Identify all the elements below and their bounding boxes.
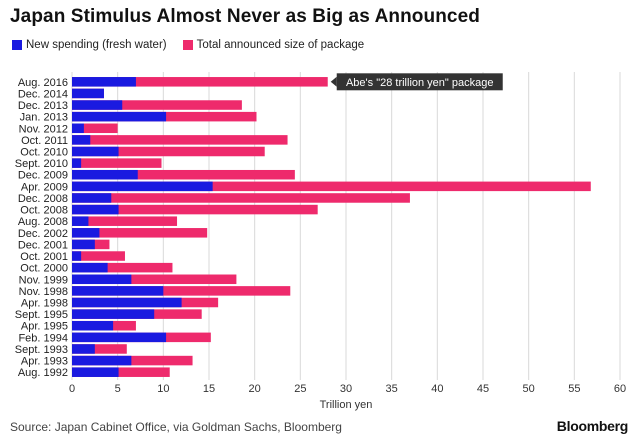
- bar-total: [72, 216, 178, 226]
- bar-total: [72, 274, 237, 285]
- y-tick-label: Sept. 1995: [15, 309, 68, 321]
- x-tick-label: 10: [157, 383, 169, 395]
- bar-new-spending: [72, 146, 119, 157]
- bar-total: [72, 135, 288, 145]
- y-tick-label: Apr. 2009: [21, 181, 68, 193]
- y-tick-label: Oct. 2010: [20, 147, 68, 159]
- x-tick-label: 40: [431, 383, 443, 395]
- x-tick-label: 60: [614, 383, 626, 395]
- bar-total: [72, 204, 318, 215]
- y-tick-label: Oct. 2011: [21, 135, 68, 147]
- bar-new-spending: [72, 367, 119, 377]
- x-tick-label: 25: [294, 383, 306, 395]
- bar-new-spending: [72, 344, 95, 354]
- legend-item-total: Total announced size of package: [182, 39, 365, 51]
- y-tick-label: Dec. 2009: [18, 170, 68, 182]
- x-tick-label: 20: [249, 383, 261, 395]
- x-axis-label: Trillion yen: [320, 399, 373, 411]
- x-tick-label: 0: [69, 383, 75, 395]
- y-tick-label: Oct. 2000: [20, 263, 68, 275]
- y-tick-label: Sept. 1993: [15, 344, 68, 356]
- bar-total: [72, 123, 118, 134]
- bar-new-spending: [72, 355, 132, 366]
- bar-total: [72, 355, 193, 366]
- x-tick-label: 45: [477, 383, 489, 395]
- bar-total: [72, 367, 170, 377]
- bar-new-spending: [72, 123, 84, 134]
- bar-new-spending: [72, 135, 91, 145]
- bar-new-spending: [72, 88, 104, 99]
- x-tick-label: 30: [340, 383, 352, 395]
- chart-title: Japan Stimulus Almost Never as Big as An…: [10, 6, 480, 27]
- bar-new-spending: [72, 169, 138, 180]
- callout-pointer: [330, 76, 337, 87]
- y-tick-label: Jan. 2013: [20, 112, 68, 124]
- callout-box: [336, 73, 503, 91]
- legend: New spending (fresh water) Total announc…: [12, 39, 364, 51]
- bar-new-spending: [72, 239, 95, 250]
- bar-total: [72, 169, 295, 180]
- bar-total: [72, 193, 410, 203]
- bar-total: [72, 100, 242, 110]
- bar-total: [72, 262, 173, 273]
- y-tick-label: Feb. 1994: [18, 332, 68, 344]
- bar-new-spending: [72, 297, 182, 308]
- bar-new-spending: [72, 100, 123, 110]
- legend-label-new-spending: New spending (fresh water): [26, 39, 167, 51]
- bar-new-spending: [72, 193, 112, 203]
- bar-new-spending: [72, 216, 89, 226]
- bar-new-spending: [72, 111, 167, 122]
- x-tick-label: 55: [568, 383, 580, 395]
- y-tick-label: Apr. 1995: [21, 321, 68, 333]
- y-tick-label: Nov. 1998: [19, 286, 68, 298]
- callout-label: Abe's "28 trillion yen" package: [346, 77, 494, 89]
- y-tick-label: Apr. 1998: [21, 298, 68, 310]
- source-note: Source: Japan Cabinet Office, via Goldma…: [10, 420, 342, 434]
- bar-total: [72, 286, 291, 296]
- bar-new-spending: [72, 320, 114, 331]
- x-tick-label: 35: [386, 383, 398, 395]
- bar-new-spending: [72, 251, 82, 261]
- legend-swatch-new-spending: [12, 40, 22, 50]
- bar-new-spending: [72, 274, 132, 285]
- bar-total: [72, 344, 127, 354]
- y-tick-label: Nov. 1999: [19, 274, 68, 286]
- y-tick-label: Apr. 1993: [21, 356, 68, 368]
- y-tick-label: Oct. 2001: [20, 251, 68, 263]
- bar-new-spending: [72, 309, 155, 319]
- bar-new-spending: [72, 204, 119, 215]
- y-tick-label: Aug. 1992: [18, 367, 68, 379]
- y-tick-label: Oct. 2008: [20, 205, 68, 217]
- legend-swatch-total: [182, 40, 193, 50]
- y-tick-label: Nov. 2012: [19, 123, 68, 135]
- x-tick-label: 5: [115, 383, 121, 395]
- bar-total: [72, 146, 265, 157]
- bloomberg-logo: Bloomberg: [556, 418, 629, 434]
- bar-total: [72, 158, 162, 168]
- bar-new-spending: [72, 77, 136, 87]
- y-tick-label: Dec. 2001: [18, 239, 68, 251]
- bar-total: [72, 181, 591, 192]
- y-tick-label: Aug. 2016: [18, 77, 68, 89]
- bar-new-spending: [72, 332, 167, 343]
- bar-total: [72, 77, 328, 87]
- bar-total: [72, 228, 208, 238]
- y-tick-label: Dec. 2002: [18, 228, 68, 240]
- legend-label-total: Total announced size of package: [196, 39, 365, 51]
- y-tick-label: Dec. 2013: [18, 100, 68, 112]
- x-tick-label: 15: [203, 383, 215, 395]
- bar-new-spending: [72, 262, 108, 273]
- y-tick-label: Aug. 2008: [18, 216, 68, 228]
- bar-new-spending: [72, 181, 213, 192]
- y-tick-label: Sept. 2010: [15, 158, 68, 170]
- bar-total: [72, 251, 125, 261]
- bar-new-spending: [72, 286, 164, 296]
- bar-new-spending: [72, 158, 82, 168]
- legend-item-new-spending: New spending (fresh water): [12, 39, 167, 51]
- y-tick-label: Dec. 2014: [18, 88, 68, 100]
- bar-new-spending: [72, 228, 100, 238]
- x-tick-label: 50: [523, 383, 535, 395]
- y-tick-label: Dec. 2008: [18, 193, 68, 205]
